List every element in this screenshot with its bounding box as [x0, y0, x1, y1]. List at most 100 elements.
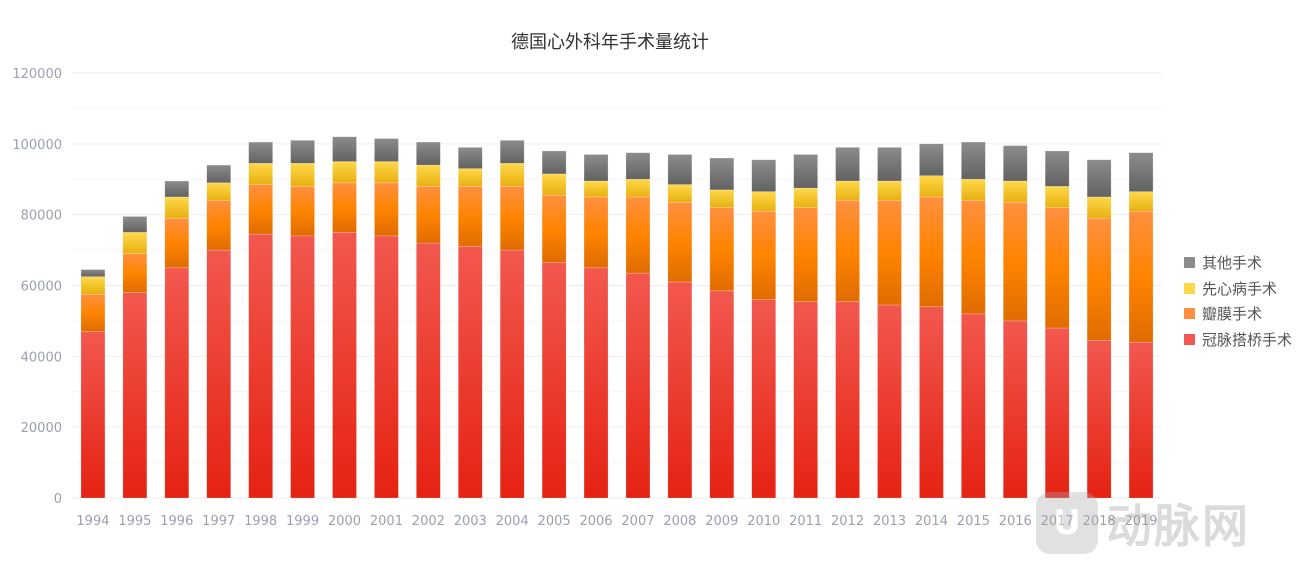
bar-segment-2005-2[interactable] [541, 173, 567, 196]
legend-item[interactable]: 冠脉搭桥手术 [1184, 327, 1292, 353]
bar-segment-2013-0[interactable] [877, 304, 902, 499]
bar-segment-2015-1[interactable] [961, 200, 986, 315]
bar-segment-2009-0[interactable] [709, 290, 735, 499]
bar-segment-1994-3[interactable] [80, 269, 106, 277]
bar-segment-2005-1[interactable] [541, 194, 567, 263]
bar-segment-2015-3[interactable] [961, 141, 986, 180]
bar-segment-2001-2[interactable] [374, 161, 399, 184]
bar-segment-2013-3[interactable] [877, 147, 902, 182]
bar-segment-2000-2[interactable] [332, 161, 357, 184]
bar-segment-2018-3[interactable] [1086, 159, 1112, 198]
bar-segment-2003-1[interactable] [457, 186, 483, 247]
bar-segment-2011-0[interactable] [793, 301, 818, 499]
bar-segment-2015-0[interactable] [961, 313, 986, 499]
bar-segment-2008-1[interactable] [667, 201, 693, 283]
bar-segment-2019-1[interactable] [1128, 210, 1154, 343]
bar-segment-2009-3[interactable] [709, 157, 735, 191]
bar-segment-2008-2[interactable] [667, 184, 693, 203]
bar-segment-1995-0[interactable] [122, 292, 148, 499]
bar-segment-2011-3[interactable] [793, 154, 818, 189]
bar-segment-2017-2[interactable] [1044, 186, 1070, 208]
bar-segment-2005-0[interactable] [541, 262, 567, 499]
bar-segment-1998-2[interactable] [248, 163, 273, 185]
bar-segment-2010-1[interactable] [751, 210, 777, 300]
bar-segment-2019-0[interactable] [1128, 341, 1154, 499]
bar-segment-1999-0[interactable] [290, 235, 315, 499]
bar-segment-1994-1[interactable] [80, 294, 106, 332]
bar-segment-2014-1[interactable] [919, 196, 944, 308]
bar-segment-2012-1[interactable] [835, 200, 860, 302]
bar-segment-1996-0[interactable] [164, 267, 190, 499]
bar-segment-1997-2[interactable] [206, 182, 232, 201]
bar-segment-2016-0[interactable] [1002, 320, 1028, 499]
bar-segment-2018-2[interactable] [1086, 196, 1112, 219]
bar-segment-1997-1[interactable] [206, 200, 232, 251]
bar-segment-1995-2[interactable] [122, 232, 148, 254]
bar-segment-1997-0[interactable] [206, 249, 232, 499]
bar-segment-2012-0[interactable] [835, 301, 860, 499]
bar-segment-1998-0[interactable] [248, 233, 273, 499]
bar-segment-2003-3[interactable] [457, 147, 483, 169]
bar-segment-2017-3[interactable] [1044, 150, 1070, 187]
bar-segment-2013-1[interactable] [877, 200, 902, 306]
bar-segment-1996-2[interactable] [164, 196, 190, 219]
bar-segment-1998-1[interactable] [248, 184, 273, 235]
bar-segment-2004-2[interactable] [499, 163, 525, 187]
bar-segment-1999-1[interactable] [290, 186, 315, 237]
bar-segment-2008-0[interactable] [667, 281, 693, 499]
bar-segment-2014-2[interactable] [919, 175, 944, 198]
bar-segment-2009-2[interactable] [709, 189, 735, 208]
bar-segment-2017-0[interactable] [1044, 327, 1070, 499]
bar-segment-2007-0[interactable] [625, 272, 651, 499]
bar-segment-2000-3[interactable] [332, 136, 357, 162]
bar-segment-1994-2[interactable] [80, 276, 106, 295]
bar-segment-2005-3[interactable] [541, 150, 567, 175]
bar-segment-1995-3[interactable] [122, 216, 148, 233]
bar-segment-2010-3[interactable] [751, 159, 777, 192]
bar-segment-2001-3[interactable] [374, 138, 399, 162]
bar-segment-2011-1[interactable] [793, 207, 818, 302]
bar-segment-2002-3[interactable] [416, 141, 441, 166]
bar-segment-1995-1[interactable] [122, 253, 148, 293]
bar-segment-2000-1[interactable] [332, 182, 357, 233]
bar-segment-1999-3[interactable] [290, 139, 315, 164]
bar-segment-2006-3[interactable] [583, 154, 609, 182]
bar-segment-2002-0[interactable] [416, 242, 441, 499]
bar-segment-2016-3[interactable] [1002, 145, 1028, 182]
legend-item[interactable]: 瓣膜手术 [1184, 301, 1292, 327]
bar-segment-2016-2[interactable] [1002, 180, 1028, 203]
bar-segment-1999-2[interactable] [290, 163, 315, 187]
bar-segment-2019-2[interactable] [1128, 191, 1154, 212]
bar-segment-2003-2[interactable] [457, 168, 483, 187]
bar-segment-2014-3[interactable] [919, 143, 944, 177]
bar-segment-2007-2[interactable] [625, 178, 651, 198]
bar-segment-2004-1[interactable] [499, 186, 525, 251]
bar-segment-2011-2[interactable] [793, 187, 818, 208]
bar-segment-2019-3[interactable] [1128, 152, 1154, 192]
bar-segment-2010-0[interactable] [751, 299, 777, 499]
bar-segment-1996-1[interactable] [164, 217, 190, 269]
bar-segment-2014-0[interactable] [919, 306, 944, 499]
bar-segment-2004-3[interactable] [499, 139, 525, 164]
bar-segment-2013-2[interactable] [877, 180, 902, 201]
bar-segment-2018-0[interactable] [1086, 340, 1112, 499]
bar-segment-2003-0[interactable] [457, 246, 483, 499]
bar-segment-2002-2[interactable] [416, 164, 441, 187]
bar-segment-2006-2[interactable] [583, 180, 609, 198]
bar-segment-2016-1[interactable] [1002, 201, 1028, 322]
bar-segment-1998-3[interactable] [248, 141, 273, 164]
bar-segment-2008-3[interactable] [667, 154, 693, 185]
bar-segment-2012-3[interactable] [835, 147, 860, 182]
legend-item[interactable]: 先心病手术 [1184, 276, 1292, 302]
bar-segment-1996-3[interactable] [164, 180, 190, 198]
legend-item[interactable]: 其他手术 [1184, 250, 1292, 276]
bar-segment-2010-2[interactable] [751, 191, 777, 212]
bar-segment-2004-0[interactable] [499, 249, 525, 499]
bar-segment-2007-3[interactable] [625, 152, 651, 180]
bar-segment-2018-1[interactable] [1086, 217, 1112, 341]
bar-segment-2009-1[interactable] [709, 207, 735, 292]
bar-segment-2000-0[interactable] [332, 232, 357, 499]
bar-segment-1997-3[interactable] [206, 164, 232, 184]
bar-segment-2001-1[interactable] [374, 182, 399, 237]
bar-segment-2006-0[interactable] [583, 267, 609, 499]
